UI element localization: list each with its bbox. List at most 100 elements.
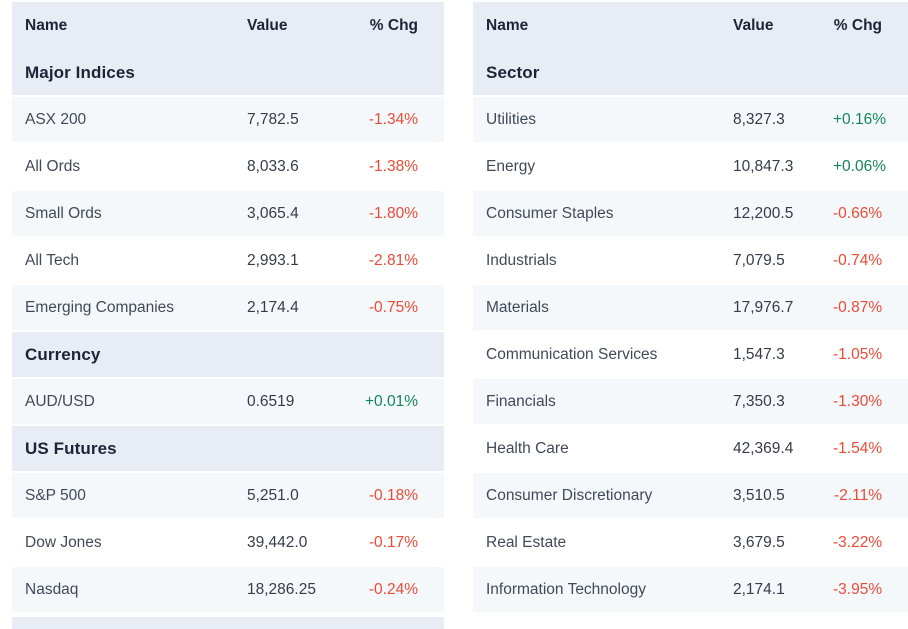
row-chg: +0.06%: [833, 157, 887, 175]
row-value: 8,033.6: [247, 157, 299, 175]
row-value: 10,847.3: [733, 157, 794, 175]
row-chg: -3.22%: [833, 533, 883, 551]
row-value: 2,174.1: [733, 580, 785, 598]
row-chg: -1.80%: [368, 204, 418, 222]
row-name: Utilities: [486, 110, 536, 128]
indices-table: Name Value % Chg Major Indices ASX 200 7,…: [12, 2, 444, 629]
row-chg: -0.75%: [368, 298, 418, 316]
section-title: Major Indices: [25, 62, 135, 82]
row-value: 7,079.5: [733, 251, 785, 269]
section-title: Sector: [486, 62, 540, 82]
row-value: 1,547.3: [733, 345, 785, 363]
table-row[interactable]: Consumer Staples 12,200.5 -0.66%: [473, 191, 908, 236]
row-chg: -0.66%: [833, 204, 883, 222]
table-body: Utilities 8,327.3 +0.16% Energy 10,847.3 +0.0…: [473, 97, 908, 612]
row-name: All Tech: [25, 251, 79, 269]
row-name: Small Ords: [25, 204, 102, 222]
table-row[interactable]: All Tech 2,993.1 -2.81%: [12, 238, 444, 283]
table-row[interactable]: All Ords 8,033.6 -1.38%: [12, 144, 444, 189]
row-chg: -0.74%: [833, 251, 883, 269]
row-name: Energy: [486, 157, 536, 175]
next-section-sliver: [12, 617, 444, 629]
column-header-row: Name Value % Chg: [12, 2, 444, 50]
row-name: Materials: [486, 298, 549, 316]
row-value: 5,251.0: [247, 486, 299, 504]
row-name: Real Estate: [486, 533, 567, 551]
table-row[interactable]: Dow Jones 39,442.0 -0.17%: [12, 520, 444, 565]
column-header-value: Value: [733, 17, 774, 34]
row-chg: -1.54%: [833, 439, 883, 457]
row-name: Communication Services: [486, 345, 658, 363]
section-header-sector: Sector: [473, 50, 908, 95]
row-value: 3,510.5: [733, 486, 785, 504]
row-chg: +0.16%: [833, 110, 887, 128]
row-name: Dow Jones: [25, 533, 102, 551]
sector-table-header: Name Value % Chg Sector: [473, 2, 908, 95]
row-value: 3,679.5: [733, 533, 785, 551]
row-name: Health Care: [486, 439, 569, 457]
row-name: Consumer Staples: [486, 204, 614, 222]
table-body: ASX 200 7,782.5 -1.34% All Ords 8,033.6 -1.38…: [12, 97, 444, 612]
table-row[interactable]: AUD/USD 0.6519 +0.01%: [12, 379, 444, 424]
indices-table-header: Name Value % Chg Major Indices: [12, 2, 444, 95]
row-name: All Ords: [25, 157, 81, 175]
table-row[interactable]: Financials 7,350.3 -1.30%: [473, 379, 908, 424]
row-name: S&P 500: [25, 486, 86, 504]
row-chg: -3.95%: [833, 580, 883, 598]
table-row[interactable]: Small Ords 3,065.4 -1.80%: [12, 191, 444, 236]
row-chg: -0.17%: [368, 533, 418, 551]
row-value: 18,286.25: [247, 580, 316, 598]
row-name: Nasdaq: [25, 580, 79, 598]
row-value: 12,200.5: [733, 204, 794, 222]
column-header-chg: % Chg: [833, 17, 882, 34]
table-row[interactable]: Materials 17,976.7 -0.87%: [473, 285, 908, 330]
section-title: US Futures: [25, 438, 117, 458]
section-header: US Futures: [12, 426, 444, 471]
table-row[interactable]: Information Technology 2,174.1 -3.95%: [473, 567, 908, 612]
row-value: 39,442.0: [247, 533, 308, 551]
row-value: 42,369.4: [733, 439, 794, 457]
table-row[interactable]: ASX 200 7,782.5 -1.34%: [12, 97, 444, 142]
table-row[interactable]: Nasdaq 18,286.25 -0.24%: [12, 567, 444, 612]
column-header-name: Name: [486, 17, 529, 34]
row-chg: -1.38%: [368, 157, 418, 175]
row-value: 8,327.3: [733, 110, 785, 128]
column-header-name: Name: [25, 17, 68, 34]
row-chg: -0.24%: [368, 580, 418, 598]
row-name: Industrials: [486, 251, 557, 269]
table-row[interactable]: Energy 10,847.3 +0.06%: [473, 144, 908, 189]
table-row[interactable]: Health Care 42,369.4 -1.54%: [473, 426, 908, 471]
row-value: 2,993.1: [247, 251, 299, 269]
row-name: Consumer Discretionary: [486, 486, 653, 504]
table-row[interactable]: S&P 500 5,251.0 -0.18%: [12, 473, 444, 518]
row-name: Emerging Companies: [25, 298, 175, 316]
row-value: 0.6519: [247, 392, 295, 410]
row-chg: +0.01%: [364, 392, 418, 410]
row-value: 17,976.7: [733, 298, 794, 316]
table-row[interactable]: Communication Services 1,547.3 -1.05%: [473, 332, 908, 377]
row-chg: -0.18%: [368, 486, 418, 504]
row-name: AUD/USD: [25, 392, 95, 410]
table-row[interactable]: Industrials 7,079.5 -0.74%: [473, 238, 908, 283]
table-row[interactable]: Consumer Discretionary 3,510.5 -2.11%: [473, 473, 908, 518]
row-chg: -1.34%: [368, 110, 418, 128]
row-chg: -1.30%: [833, 392, 883, 410]
row-chg: -0.87%: [833, 298, 883, 316]
column-header-value: Value: [247, 17, 288, 34]
row-name: Information Technology: [486, 580, 646, 598]
row-name: ASX 200: [25, 110, 87, 128]
row-chg: -2.81%: [368, 251, 418, 269]
row-value: 2,174.4: [247, 298, 299, 316]
section-title: Currency: [25, 344, 101, 364]
row-value: 3,065.4: [247, 204, 299, 222]
row-value: 7,782.5: [247, 110, 299, 128]
section-header: Currency: [12, 332, 444, 377]
row-name: Financials: [486, 392, 556, 410]
table-row[interactable]: Emerging Companies 2,174.4 -0.75%: [12, 285, 444, 330]
table-row[interactable]: Utilities 8,327.3 +0.16%: [473, 97, 908, 142]
table-row[interactable]: Real Estate 3,679.5 -3.22%: [473, 520, 908, 565]
column-header-chg: % Chg: [369, 17, 418, 34]
column-header-row: Name Value % Chg: [473, 2, 908, 50]
row-chg: -1.05%: [833, 345, 883, 363]
section-header-major-indices: Major Indices: [12, 50, 444, 95]
